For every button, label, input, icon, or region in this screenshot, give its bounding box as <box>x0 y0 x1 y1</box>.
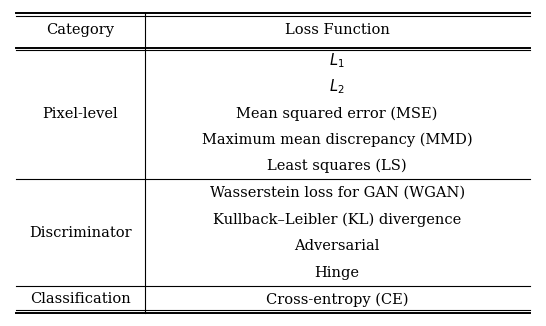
Text: Loss Function: Loss Function <box>284 23 390 37</box>
Text: $L_1$: $L_1$ <box>329 52 345 70</box>
Text: Adversarial: Adversarial <box>294 239 380 253</box>
Text: Category: Category <box>46 23 115 37</box>
Text: Pixel-level: Pixel-level <box>43 107 118 121</box>
Text: Discriminator: Discriminator <box>29 226 132 240</box>
Text: Least squares (LS): Least squares (LS) <box>268 159 407 173</box>
Text: Mean squared error (MSE): Mean squared error (MSE) <box>236 106 438 121</box>
Text: Kullback–Leibler (KL) divergence: Kullback–Leibler (KL) divergence <box>213 212 461 227</box>
Text: $L_2$: $L_2$ <box>329 78 345 96</box>
Text: Hinge: Hinge <box>314 266 360 280</box>
Text: Wasserstein loss for GAN (WGAN): Wasserstein loss for GAN (WGAN) <box>210 186 465 200</box>
Text: Cross-entropy (CE): Cross-entropy (CE) <box>266 292 408 307</box>
Text: Maximum mean discrepancy (MMD): Maximum mean discrepancy (MMD) <box>202 133 472 147</box>
Text: Classification: Classification <box>30 292 131 306</box>
